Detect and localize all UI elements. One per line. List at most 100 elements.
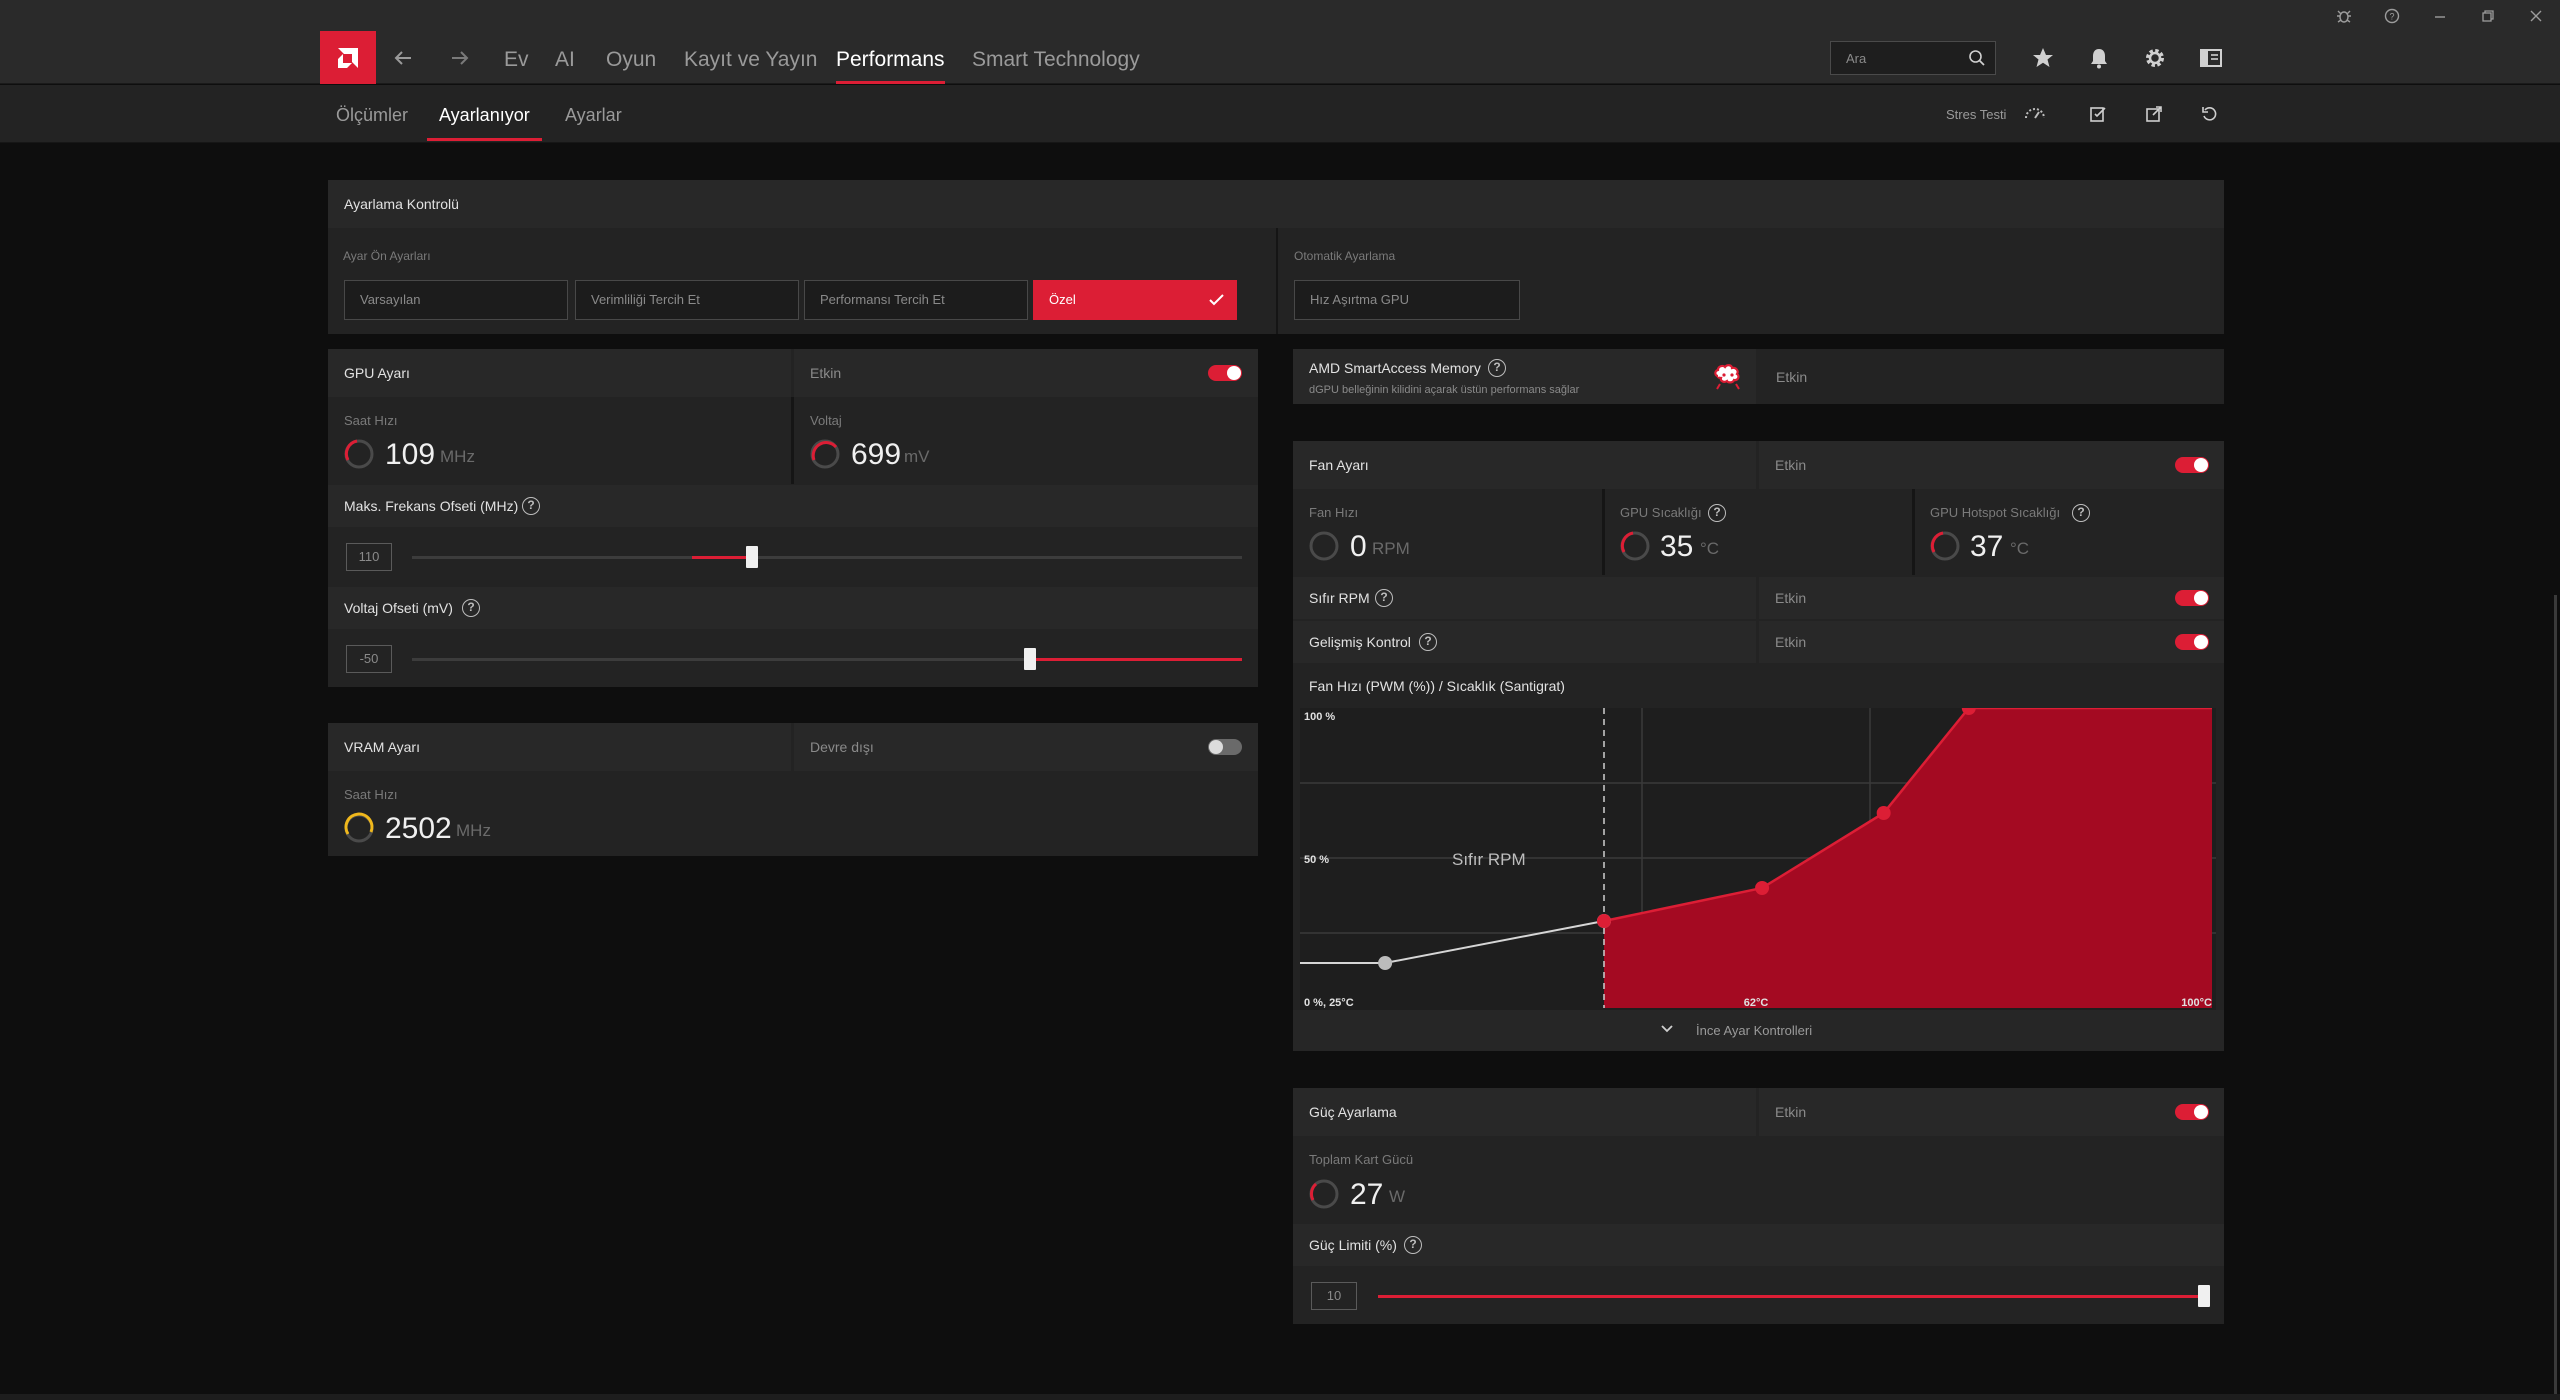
vram-tuning-toggle[interactable]: [1208, 739, 1242, 755]
fan-curve-point[interactable]: [1876, 806, 1891, 820]
zero-rpm-label: Sıfır RPM: [1309, 590, 1370, 606]
help-icon[interactable]: ?: [2368, 0, 2416, 31]
vram-clock-value: 2502: [385, 812, 452, 845]
nav-tab-smart-technology[interactable]: Smart Technology: [972, 48, 1140, 71]
fine-tune-toggle-row[interactable]: [1293, 1010, 2224, 1051]
restore-icon[interactable]: [2464, 0, 2512, 31]
power-limit-input[interactable]: 10: [1311, 1282, 1357, 1310]
stress-test-label[interactable]: Stres Testi: [1946, 107, 2007, 122]
smartaccess-memory-title: AMD SmartAccess Memory: [1309, 360, 1481, 376]
forward-arrow-icon[interactable]: [438, 31, 482, 84]
main-navigation: Ev AI Oyun Kayıt ve Yayın Performans Sma…: [0, 31, 2560, 84]
volt-offset-input[interactable]: -50: [346, 645, 392, 673]
volt-offset-slider-thumb[interactable]: [1024, 648, 1037, 670]
nav-tab-gaming[interactable]: Oyun: [606, 48, 657, 71]
volt-offset-help-icon[interactable]: ?: [462, 599, 480, 617]
notification-bell-icon[interactable]: [2082, 41, 2116, 75]
preset-custom-button[interactable]: Özel: [1033, 280, 1237, 320]
smartaccess-memory-status: Etkin: [1776, 369, 1808, 385]
settings-gear-icon[interactable]: [2138, 41, 2172, 75]
smartaccess-help-icon[interactable]: ?: [1488, 359, 1506, 377]
gpu-voltage-label: Voltaj: [810, 413, 842, 428]
volt-offset-label: Voltaj Ofseti (mV): [344, 600, 453, 616]
chevron-down-icon[interactable]: [1660, 1022, 1674, 1041]
gpu-voltage-value: 699: [851, 438, 902, 471]
gpu-temp-help-icon[interactable]: ?: [1708, 504, 1726, 522]
fan-curve-point[interactable]: [1961, 708, 1976, 715]
nav-tab-home[interactable]: Ev: [504, 48, 529, 71]
fan-curve-segment: [1384, 920, 1605, 964]
checkmark-icon: [1208, 281, 1224, 334]
gpu-tuning-status: Etkin: [794, 349, 1258, 397]
auto-overclock-gpu-button[interactable]: Hız Aşırtma GPU: [1294, 280, 1520, 320]
preset-efficiency-button[interactable]: Verimliliği Tercih Et: [575, 280, 799, 320]
hotspot-temp-label: GPU Hotspot Sıcaklığı: [1930, 505, 2061, 520]
smartaccess-memory-desc: dGPU belleğinin kilidini açarak üstün pe…: [1309, 384, 1580, 396]
gpu-voltage-gauge-icon: [810, 439, 840, 469]
total-board-power-unit: W: [1389, 1187, 1406, 1206]
power-limit-label: Güç Limiti (%): [1309, 1237, 1397, 1253]
close-icon[interactable]: [2512, 0, 2560, 31]
advanced-control-help-icon[interactable]: ?: [1419, 633, 1437, 651]
total-board-power-value: 27: [1350, 1178, 1384, 1211]
y-tick-label: 50 %: [1304, 854, 1329, 866]
preset-default-button[interactable]: Varsayılan: [344, 280, 568, 320]
advanced-control-label: Gelişmiş Kontrol: [1309, 634, 1411, 650]
total-board-power-gauge-icon: [1309, 1179, 1339, 1209]
stress-test-gauge-icon[interactable]: [2018, 97, 2052, 131]
zero-rpm-status: Etkin: [1775, 590, 1807, 606]
vram-tuning-status: Devre dışı: [794, 723, 1258, 771]
x-tick-label: 0 %, 25°C: [1304, 997, 1354, 1009]
gpu-tuning-toggle[interactable]: [1208, 365, 1242, 381]
freq-offset-input[interactable]: 110: [346, 543, 392, 571]
back-arrow-icon[interactable]: [381, 31, 425, 84]
fan-curve-point[interactable]: [1755, 881, 1770, 895]
svg-text:?: ?: [2389, 11, 2394, 21]
subtab-metrics[interactable]: Ölçümler: [336, 105, 409, 125]
minimize-icon[interactable]: [2416, 0, 2464, 31]
advanced-control-status: Etkin: [1775, 634, 1807, 650]
power-limit-slider-thumb[interactable]: [2198, 1285, 2210, 1307]
zero-rpm-help-icon[interactable]: ?: [1375, 589, 1393, 607]
bottom-status-strip: [0, 1394, 2560, 1400]
nav-tab-performance[interactable]: Performans: [836, 31, 945, 84]
fan-speed-value: 0: [1350, 530, 1367, 563]
fan-tuning-toggle[interactable]: [2175, 457, 2209, 473]
nav-tab-ai[interactable]: AI: [555, 48, 575, 71]
nav-tab-record-stream[interactable]: Kayıt ve Yayın: [684, 48, 818, 71]
subtab-settings[interactable]: Ayarlar: [565, 105, 622, 125]
fan-curve-chart[interactable]: 100 % 50 % 0 %, 25°C 62°C 100°C Sıfır RPM: [1300, 708, 2216, 1010]
gpu-temp-unit: °C: [1700, 539, 1720, 558]
amd-logo-icon[interactable]: [320, 31, 376, 84]
export-profile-icon[interactable]: [2137, 97, 2171, 131]
search-box[interactable]: Ara: [1830, 41, 1996, 75]
fan-speed-gauge-icon: [1309, 531, 1339, 561]
fan-curve-point[interactable]: [1378, 956, 1393, 970]
vram-clock-gauge-icon: [344, 812, 374, 843]
bug-icon[interactable]: [2320, 0, 2368, 31]
favorites-star-icon[interactable]: [2026, 41, 2060, 75]
freq-offset-slider-thumb[interactable]: [746, 546, 759, 568]
volt-offset-header: [328, 587, 1258, 629]
fine-tune-label[interactable]: İnce Ayar Kontrolleri: [1696, 1023, 1813, 1038]
advanced-control-status-row: [1759, 621, 2224, 663]
power-limit-header: [1293, 1224, 2224, 1266]
power-limit-help-icon[interactable]: ?: [1404, 1236, 1422, 1254]
reset-icon[interactable]: [2193, 97, 2227, 131]
freq-offset-help-icon[interactable]: ?: [522, 497, 540, 515]
subtab-tuning[interactable]: Ayarlanıyor: [427, 85, 542, 141]
fan-speed-label: Fan Hızı: [1309, 505, 1359, 520]
hotspot-temp-help-icon[interactable]: ?: [2072, 504, 2090, 522]
scrollbar[interactable]: [2554, 595, 2557, 1395]
layout-panel-icon[interactable]: [2194, 41, 2228, 75]
search-icon[interactable]: [1968, 49, 1986, 72]
preset-custom-label: Özel: [1049, 292, 1076, 307]
advanced-control-toggle[interactable]: [2175, 634, 2209, 650]
zero-rpm-toggle[interactable]: [2175, 590, 2209, 606]
apply-changes-icon[interactable]: [2081, 97, 2115, 131]
preset-performance-button[interactable]: Performansı Tercih Et: [804, 280, 1028, 320]
gpu-temp-label: GPU Sıcaklığı: [1620, 505, 1702, 520]
power-tuning-toggle[interactable]: [2175, 1104, 2209, 1120]
freq-offset-label: Maks. Frekans Ofseti (MHz): [344, 498, 519, 514]
hotspot-temp-gauge-icon: [1930, 531, 1960, 561]
